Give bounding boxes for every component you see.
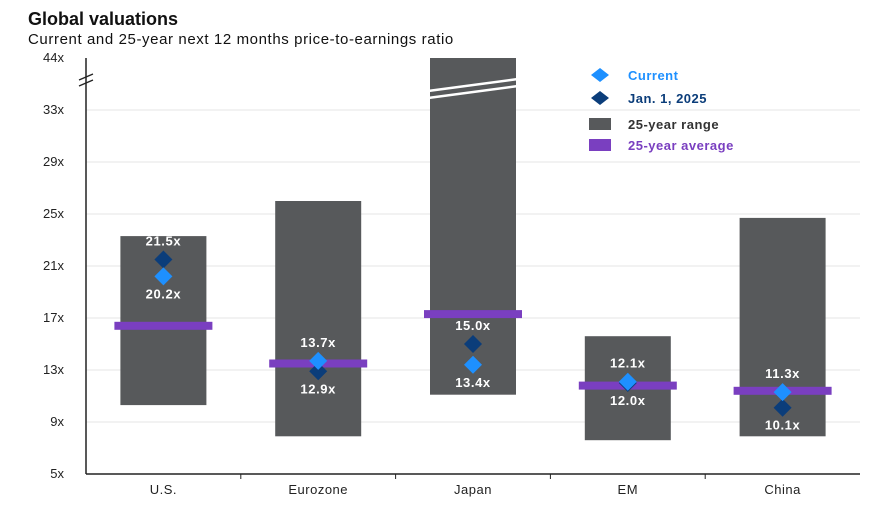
legend-label: 25-year average bbox=[628, 138, 734, 153]
x-category-label: China bbox=[764, 482, 801, 497]
y-tick-label: 25x bbox=[43, 206, 64, 221]
x-category-label: U.S. bbox=[150, 482, 177, 497]
y-tick-label: 5x bbox=[50, 466, 64, 481]
legend-label: 25-year range bbox=[628, 117, 719, 132]
axis-break-mark bbox=[78, 73, 94, 81]
current-marker bbox=[309, 351, 328, 370]
jan-2025-data-label: 21.5x bbox=[146, 234, 182, 249]
current-data-label: 13.7x bbox=[300, 335, 336, 350]
jan-2025-data-label: 12.9x bbox=[300, 381, 336, 396]
legend-swatch bbox=[591, 68, 609, 82]
current-data-label: 11.3x bbox=[765, 366, 800, 381]
legend-label: Jan. 1, 2025 bbox=[628, 91, 707, 106]
legend-swatch bbox=[591, 91, 609, 105]
y-tick-label: 29x bbox=[43, 154, 64, 169]
current-marker bbox=[154, 267, 173, 286]
jan-2025-marker bbox=[773, 398, 792, 417]
legend-swatch bbox=[589, 139, 611, 151]
range-bars bbox=[114, 58, 832, 441]
average-marker bbox=[424, 310, 522, 319]
chart-subtitle: Current and 25-year next 12 months price… bbox=[28, 31, 454, 48]
data-labels: 20.2x 21.5x 13.7x 12.9x 13.4x 15.0x 12.1x 12.0x… bbox=[146, 234, 801, 433]
current-marker bbox=[618, 372, 637, 391]
jan-2025-data-label: 10.1x bbox=[765, 418, 801, 433]
current-marker bbox=[773, 383, 792, 402]
legend-swatch bbox=[589, 118, 611, 130]
average-marker bbox=[114, 321, 213, 330]
current-data-label: 20.2x bbox=[146, 286, 182, 301]
jan-2025-data-label: 12.0x bbox=[610, 393, 646, 408]
axes: 5x 9x 13x 17x 21x 25x 29x 33x 44x U.S. Eurozone Jap… bbox=[43, 50, 860, 497]
legend-label: Current bbox=[628, 68, 679, 83]
y-tick-label: 9x bbox=[50, 414, 64, 429]
y-tick-label: 21x bbox=[43, 258, 64, 273]
bar-break-mark bbox=[427, 77, 519, 93]
axis-break-mark bbox=[78, 79, 94, 87]
jan-2025-marker bbox=[154, 250, 173, 269]
x-category-label: Japan bbox=[454, 482, 492, 497]
markers bbox=[154, 250, 792, 417]
current-marker bbox=[464, 355, 482, 374]
current-data-label: 12.1x bbox=[610, 356, 646, 371]
x-category-label: EM bbox=[618, 482, 639, 497]
jan-2025-marker bbox=[464, 335, 482, 353]
x-category-label: Eurozone bbox=[288, 482, 348, 497]
y-tick-label: 33x bbox=[43, 102, 64, 117]
jan-2025-marker bbox=[309, 362, 328, 381]
y-tick-label: 17x bbox=[43, 310, 64, 325]
y-tick-label: 13x bbox=[43, 362, 64, 377]
y-tick-label: 44x bbox=[43, 50, 64, 65]
chart-title: Global valuations bbox=[28, 9, 179, 29]
legend: Current Jan. 1, 2025 25-year range 25-year … bbox=[589, 68, 734, 153]
range-bar bbox=[275, 201, 362, 437]
bar-break-mark bbox=[427, 84, 519, 100]
current-data-label: 13.4x bbox=[455, 375, 491, 390]
jan-2025-data-label: 15.0x bbox=[455, 318, 491, 333]
